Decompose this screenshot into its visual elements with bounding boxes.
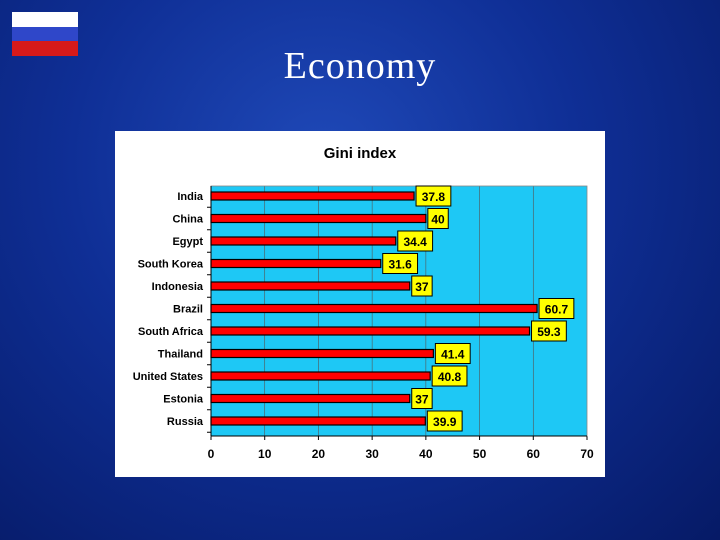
bar [210, 326, 531, 336]
bar [210, 213, 427, 224]
data-label-box [538, 298, 575, 319]
flag-stripe-white [12, 12, 78, 27]
bar [210, 393, 411, 404]
data-label-box [411, 388, 433, 409]
data-label-box [411, 275, 433, 297]
category-label: South Korea [138, 259, 204, 271]
bar [210, 348, 434, 359]
data-label: 59.3 [537, 325, 561, 339]
data-label-box [415, 185, 452, 207]
x-tick-label: 0 [208, 447, 215, 461]
data-label: 34.4 [403, 235, 427, 249]
category-label: China [172, 214, 203, 226]
x-tick-label: 50 [473, 447, 487, 461]
chart-panel: Gini index 0 10 20 30 40 50 60 70 India 37.8 China… [115, 131, 605, 477]
data-label-box [382, 253, 419, 274]
data-label-box [431, 365, 468, 387]
x-tick-label: 70 [580, 447, 594, 461]
category-label: Russia [167, 416, 204, 428]
category-label: Egypt [172, 236, 203, 248]
bar [210, 236, 397, 246]
flag-stripe-blue [12, 26, 78, 42]
data-label: 40.8 [438, 370, 462, 384]
slide-title: Economy [283, 45, 437, 87]
bar [210, 371, 431, 381]
category-label: Indonesia [152, 281, 204, 293]
bar [210, 191, 415, 201]
data-label: 41.4 [441, 348, 465, 362]
x-tick-label: 60 [527, 447, 541, 461]
data-label: 31.6 [388, 258, 412, 272]
data-label-box [531, 320, 567, 342]
chart-title: Gini index [323, 145, 397, 162]
flag-stripe-red [12, 41, 78, 56]
category-label: Brazil [173, 304, 203, 316]
x-tick-label: 20 [312, 447, 326, 461]
bar-chart: 0 10 20 30 40 50 60 70 India 37.8 China 40 Egypt 34.4… [133, 185, 594, 461]
category-label: United States [133, 371, 203, 383]
bar [210, 416, 426, 426]
data-label: 40 [431, 213, 445, 227]
data-label: 37 [415, 393, 429, 407]
data-label-box [434, 343, 471, 364]
category-label: Estonia [163, 394, 204, 406]
category-label: India [177, 191, 204, 203]
x-tick-label: 10 [258, 447, 272, 461]
data-label-box [397, 230, 434, 252]
data-label: 60.7 [545, 303, 569, 317]
data-label-box [427, 208, 449, 229]
bar [210, 281, 411, 291]
data-label: 37 [415, 280, 429, 294]
data-label-box [426, 410, 463, 432]
category-label: Thailand [158, 349, 203, 361]
bar [210, 303, 538, 314]
category-label: South Africa [138, 326, 204, 338]
x-tick-label: 40 [419, 447, 433, 461]
x-tick-label: 30 [365, 447, 379, 461]
russia-flag-icon [12, 12, 78, 56]
data-label: 37.8 [422, 190, 446, 204]
bar [210, 258, 382, 269]
data-label: 39.9 [433, 415, 457, 429]
